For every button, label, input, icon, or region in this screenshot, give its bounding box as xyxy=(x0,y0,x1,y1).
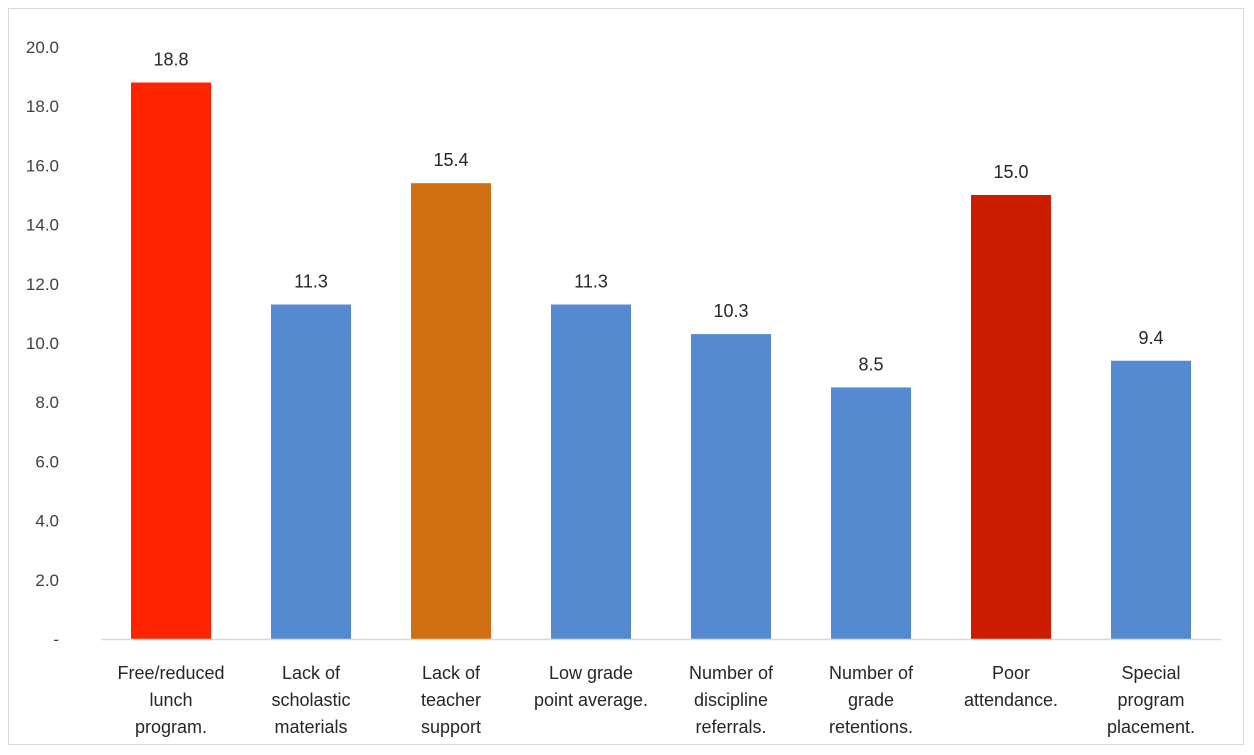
data-label: 18.8 xyxy=(153,50,188,70)
category-label: Special program placement. xyxy=(1107,663,1195,737)
category-label-line: retentions. xyxy=(829,717,913,737)
y-axis-ticks: - 2.0 4.0 6.0 8.0 10.0 12.0 14.0 16.0 18.0 20.0 xyxy=(26,38,59,649)
y-tick-label: 4.0 xyxy=(35,512,59,531)
category-label: Lack of teacher support xyxy=(421,663,481,737)
bar xyxy=(691,334,771,639)
y-tick-label: 12.0 xyxy=(26,275,59,294)
bar xyxy=(1111,360,1191,639)
y-tick-label: 20.0 xyxy=(26,38,59,57)
bar xyxy=(551,304,631,639)
category-label-line: lunch xyxy=(149,690,192,710)
category-label-line: materials xyxy=(274,717,347,737)
y-tick-label: 2.0 xyxy=(35,571,59,590)
category-label-line: Number of xyxy=(689,663,774,683)
data-label: 10.3 xyxy=(713,301,748,321)
category-label-line: scholastic xyxy=(271,690,350,710)
data-label: 15.4 xyxy=(433,150,468,170)
data-label: 11.3 xyxy=(294,272,328,292)
category-label-line: Special xyxy=(1121,663,1180,683)
category-label-line: point average. xyxy=(534,690,648,710)
category-label-line: program. xyxy=(135,717,207,737)
category-label-line: Lack of xyxy=(422,663,481,683)
category-label-line: Low grade xyxy=(549,663,633,683)
y-tick-label: - xyxy=(53,630,59,649)
category-label-line: support xyxy=(421,717,481,737)
category-label-line: Free/reduced xyxy=(117,663,224,683)
y-tick-label: 8.0 xyxy=(35,393,59,412)
category-label-line: referrals. xyxy=(695,717,766,737)
chart-frame: - 2.0 4.0 6.0 8.0 10.0 12.0 14.0 16.0 18.0 20.0 18… xyxy=(8,8,1244,745)
data-label: 9.4 xyxy=(1138,328,1163,348)
data-labels: 18.8 11.3 15.4 11.3 10.3 8.5 15.0 9.4 xyxy=(153,50,1163,375)
y-tick-label: 18.0 xyxy=(26,97,59,116)
category-label: Lack of scholastic materials xyxy=(271,663,350,737)
category-label: Low grade point average. xyxy=(534,663,648,710)
category-label-line: grade xyxy=(848,690,894,710)
y-tick-label: 14.0 xyxy=(26,216,59,235)
category-label-line: program xyxy=(1117,690,1184,710)
bar xyxy=(131,82,211,639)
bar xyxy=(271,304,351,639)
category-label-line: attendance. xyxy=(964,690,1058,710)
category-label-line: placement. xyxy=(1107,717,1195,737)
category-label-line: Number of xyxy=(829,663,914,683)
y-tick-label: 10.0 xyxy=(26,334,59,353)
y-tick-label: 16.0 xyxy=(26,156,59,175)
category-label: Number of grade retentions. xyxy=(829,663,914,737)
bar-chart: - 2.0 4.0 6.0 8.0 10.0 12.0 14.0 16.0 18.0 20.0 18… xyxy=(26,38,1221,737)
data-label: 8.5 xyxy=(858,354,883,374)
category-label-line: teacher xyxy=(421,690,481,710)
category-labels: Free/reduced lunch program. Lack of scholast… xyxy=(117,663,1195,737)
category-label: Poor attendance. xyxy=(964,663,1058,710)
bar xyxy=(831,387,911,639)
category-label: Free/reduced lunch program. xyxy=(117,663,224,737)
bars xyxy=(131,82,1191,639)
y-tick-label: 6.0 xyxy=(35,452,59,471)
bar xyxy=(971,195,1051,639)
category-label: Number of discipline referrals. xyxy=(689,663,774,737)
category-label-line: Lack of xyxy=(282,663,341,683)
category-label-line: discipline xyxy=(694,690,768,710)
bar xyxy=(411,183,491,639)
data-label: 15.0 xyxy=(993,162,1028,182)
category-label-line: Poor xyxy=(992,663,1030,683)
data-label: 11.3 xyxy=(574,272,608,292)
